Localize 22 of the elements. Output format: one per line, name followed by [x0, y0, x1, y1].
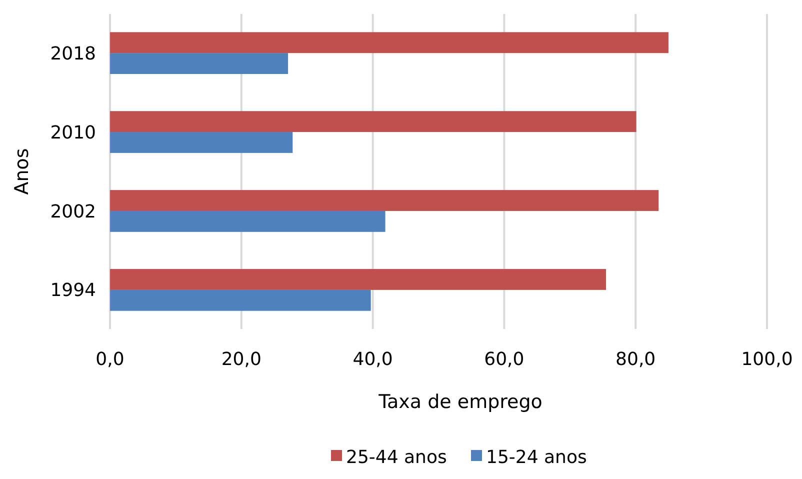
y-tick-label: 2002	[50, 201, 96, 222]
y-axis-title: Anos	[11, 148, 33, 195]
bar	[110, 269, 606, 290]
bar	[110, 210, 386, 232]
y-tick-label: 2010	[50, 122, 96, 144]
bar	[110, 32, 668, 54]
bar	[110, 290, 371, 311]
legend-label: 15-24 anos	[486, 447, 587, 468]
bar	[110, 190, 659, 211]
bar	[110, 111, 636, 132]
x-tick-label: 40,0	[352, 349, 393, 370]
x-tick-label: 20,0	[221, 349, 262, 370]
y-tick-label: 1994	[50, 280, 96, 302]
x-tick-label: 100,0	[741, 349, 793, 370]
bar	[110, 53, 288, 74]
x-axis-title: Taxa de emprego	[378, 391, 542, 413]
x-tick-label: 0,0	[96, 349, 124, 370]
x-tick-label: 80,0	[616, 349, 656, 370]
bar	[110, 132, 293, 153]
x-tick-label: 60,0	[484, 349, 524, 370]
legend-label: 25-44 anos	[346, 447, 447, 468]
y-tick-label: 2018	[50, 43, 96, 64]
